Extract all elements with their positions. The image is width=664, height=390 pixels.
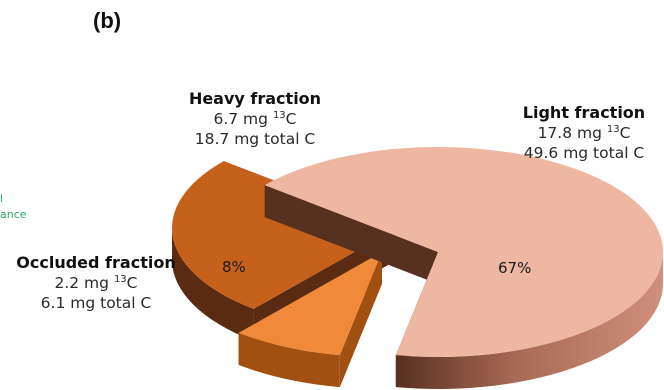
- heavy-fraction-13c: 6.7 mg 13C: [130, 109, 380, 129]
- occluded-13c-element: C: [126, 274, 138, 292]
- light-fraction-13c: 17.8 mg 13C: [494, 123, 664, 143]
- light-13c-isotope: 13: [606, 124, 620, 135]
- occluded-13c-isotope: 13: [113, 274, 127, 285]
- heavy-13c-element: C: [285, 110, 297, 128]
- cropped-text-fragment: ance: [0, 208, 27, 221]
- heavy-fraction-title: Heavy fraction: [188, 89, 322, 108]
- light-fraction-total-c: 49.6 mg total C: [523, 144, 645, 162]
- slice-wall-occluded: [339, 252, 382, 388]
- occluded-fraction-13c: 2.2 mg 13C: [0, 273, 192, 293]
- slice-side-light: [395, 252, 663, 390]
- cropped-text-fragment: l: [0, 192, 4, 205]
- slice-percent-label-light: 67%: [498, 259, 531, 277]
- heavy-13c-isotope: 13: [272, 110, 286, 121]
- light-fraction-title: Light fraction: [522, 103, 646, 122]
- light-13c-element: C: [619, 124, 631, 142]
- panel-label: (b): [93, 8, 122, 33]
- occluded-fraction-title: Occluded fraction: [16, 253, 176, 272]
- slice-top-occluded: [238, 252, 382, 356]
- slice-side-occluded: [238, 332, 340, 388]
- slice-top-heavy: [172, 161, 397, 309]
- heavy-fraction-total-c: 18.7 mg total C: [194, 130, 316, 148]
- pie-slice-light: 67%: [264, 147, 663, 390]
- slice-side-heavy: [172, 228, 254, 341]
- slice-wall-light: [264, 185, 438, 284]
- label-light-fraction: Light fraction 17.8 mg 13C 49.6 mg total…: [494, 103, 664, 163]
- occluded-13c-value: 2.2 mg: [54, 274, 114, 292]
- slice-percent-label-occluded: 8%: [222, 258, 246, 276]
- heavy-13c-value: 6.7 mg: [213, 110, 273, 128]
- label-occluded-fraction: Occluded fraction 2.2 mg 13C 6.1 mg tota…: [0, 253, 192, 313]
- label-heavy-fraction: Heavy fraction 6.7 mg 13C 18.7 mg total …: [130, 89, 380, 149]
- occluded-fraction-total-c: 6.1 mg total C: [40, 294, 152, 312]
- pie-slice-occluded: 8%: [222, 252, 382, 388]
- light-13c-value: 17.8 mg: [537, 124, 607, 142]
- slice-top-light: [264, 147, 663, 357]
